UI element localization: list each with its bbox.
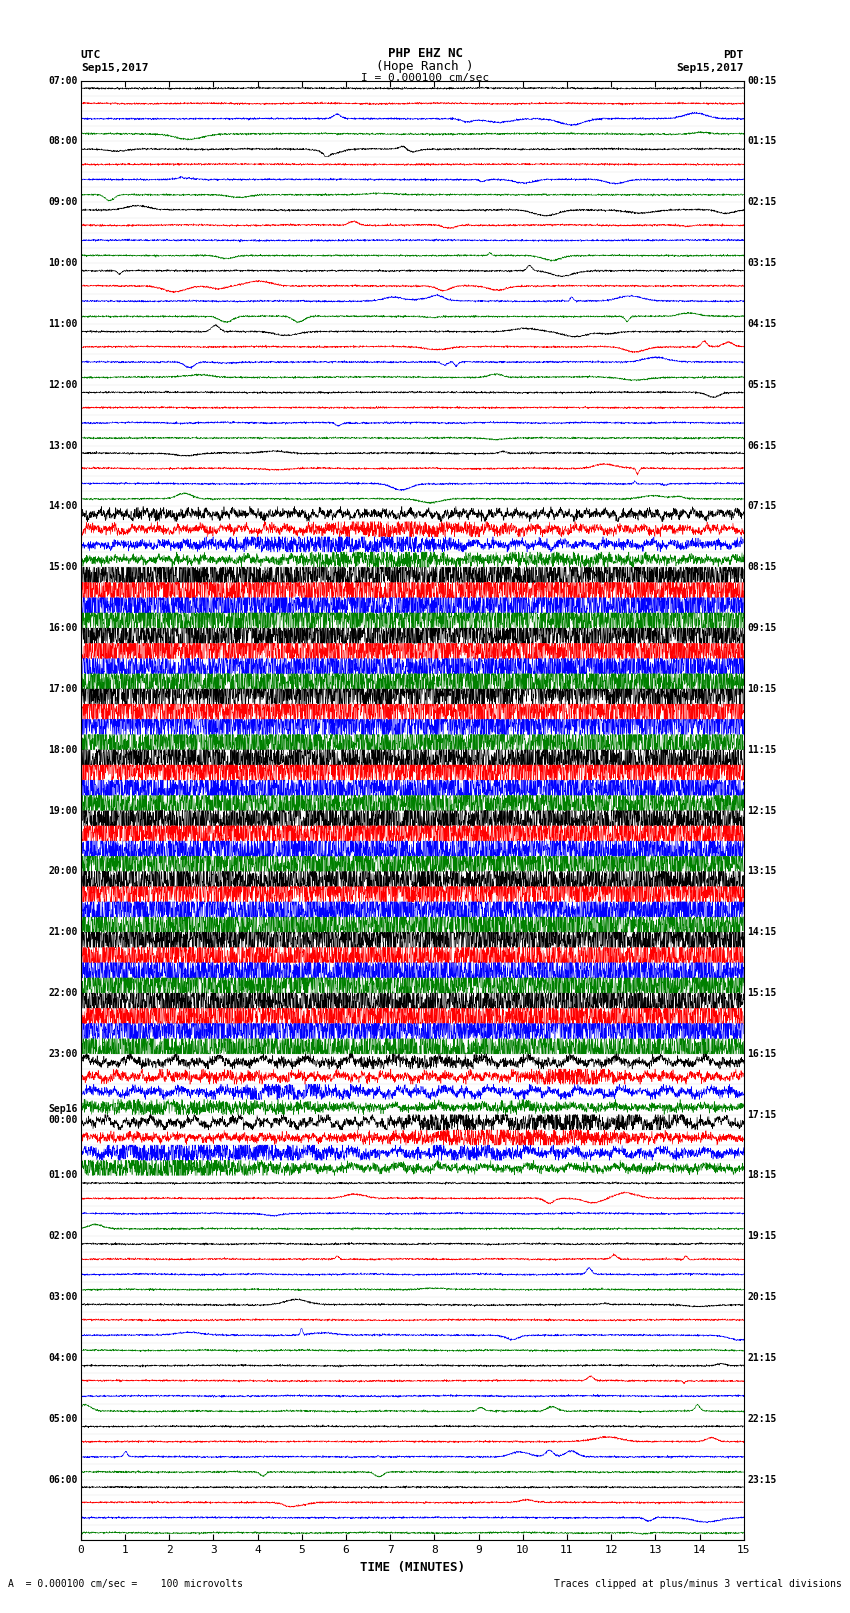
Text: 06:15: 06:15 bbox=[747, 440, 776, 450]
Text: 21:15: 21:15 bbox=[747, 1353, 776, 1363]
Text: 04:15: 04:15 bbox=[747, 319, 776, 329]
Text: 18:15: 18:15 bbox=[747, 1171, 776, 1181]
Text: 11:00: 11:00 bbox=[48, 319, 77, 329]
Text: Sep15,2017: Sep15,2017 bbox=[81, 63, 148, 73]
Text: 11:15: 11:15 bbox=[747, 745, 776, 755]
Text: 22:00: 22:00 bbox=[48, 989, 77, 998]
Text: 06:00: 06:00 bbox=[48, 1474, 77, 1484]
Text: 15:15: 15:15 bbox=[747, 989, 776, 998]
Text: 02:00: 02:00 bbox=[48, 1231, 77, 1242]
Text: A  = 0.000100 cm/sec =    100 microvolts: A = 0.000100 cm/sec = 100 microvolts bbox=[8, 1579, 243, 1589]
Text: 05:15: 05:15 bbox=[747, 379, 776, 390]
Text: 03:15: 03:15 bbox=[747, 258, 776, 268]
Text: 19:15: 19:15 bbox=[747, 1231, 776, 1242]
Text: 09:15: 09:15 bbox=[747, 623, 776, 632]
Text: 17:15: 17:15 bbox=[747, 1110, 776, 1119]
Text: 09:00: 09:00 bbox=[48, 197, 77, 208]
Text: 20:15: 20:15 bbox=[747, 1292, 776, 1302]
Text: 03:00: 03:00 bbox=[48, 1292, 77, 1302]
Text: 04:00: 04:00 bbox=[48, 1353, 77, 1363]
Text: PHP EHZ NC: PHP EHZ NC bbox=[388, 47, 462, 60]
Text: 01:15: 01:15 bbox=[747, 137, 776, 147]
Text: 10:00: 10:00 bbox=[48, 258, 77, 268]
Text: I = 0.000100 cm/sec: I = 0.000100 cm/sec bbox=[361, 73, 489, 84]
Text: 07:15: 07:15 bbox=[747, 502, 776, 511]
Text: 16:00: 16:00 bbox=[48, 623, 77, 632]
Text: 20:00: 20:00 bbox=[48, 866, 77, 876]
Text: 13:00: 13:00 bbox=[48, 440, 77, 450]
Text: 12:00: 12:00 bbox=[48, 379, 77, 390]
Text: 14:15: 14:15 bbox=[747, 927, 776, 937]
Text: 16:15: 16:15 bbox=[747, 1048, 776, 1058]
Text: 19:00: 19:00 bbox=[48, 805, 77, 816]
Text: 07:00: 07:00 bbox=[48, 76, 77, 85]
Text: 23:15: 23:15 bbox=[747, 1474, 776, 1484]
X-axis label: TIME (MINUTES): TIME (MINUTES) bbox=[360, 1561, 465, 1574]
Text: Sep16
00:00: Sep16 00:00 bbox=[48, 1103, 77, 1126]
Text: 23:00: 23:00 bbox=[48, 1048, 77, 1058]
Text: 01:00: 01:00 bbox=[48, 1171, 77, 1181]
Text: 12:15: 12:15 bbox=[747, 805, 776, 816]
Text: 05:00: 05:00 bbox=[48, 1413, 77, 1424]
Text: 08:00: 08:00 bbox=[48, 137, 77, 147]
Text: Traces clipped at plus/minus 3 vertical divisions: Traces clipped at plus/minus 3 vertical … bbox=[553, 1579, 842, 1589]
Text: 10:15: 10:15 bbox=[747, 684, 776, 694]
Text: 18:00: 18:00 bbox=[48, 745, 77, 755]
Text: (Hope Ranch ): (Hope Ranch ) bbox=[377, 60, 473, 73]
Text: PDT: PDT bbox=[723, 50, 744, 60]
Text: 02:15: 02:15 bbox=[747, 197, 776, 208]
Text: 00:15: 00:15 bbox=[747, 76, 776, 85]
Text: Sep15,2017: Sep15,2017 bbox=[677, 63, 744, 73]
Text: 13:15: 13:15 bbox=[747, 866, 776, 876]
Text: 14:00: 14:00 bbox=[48, 502, 77, 511]
Text: 22:15: 22:15 bbox=[747, 1413, 776, 1424]
Text: 08:15: 08:15 bbox=[747, 563, 776, 573]
Text: 17:00: 17:00 bbox=[48, 684, 77, 694]
Text: 15:00: 15:00 bbox=[48, 563, 77, 573]
Text: 21:00: 21:00 bbox=[48, 927, 77, 937]
Text: UTC: UTC bbox=[81, 50, 101, 60]
